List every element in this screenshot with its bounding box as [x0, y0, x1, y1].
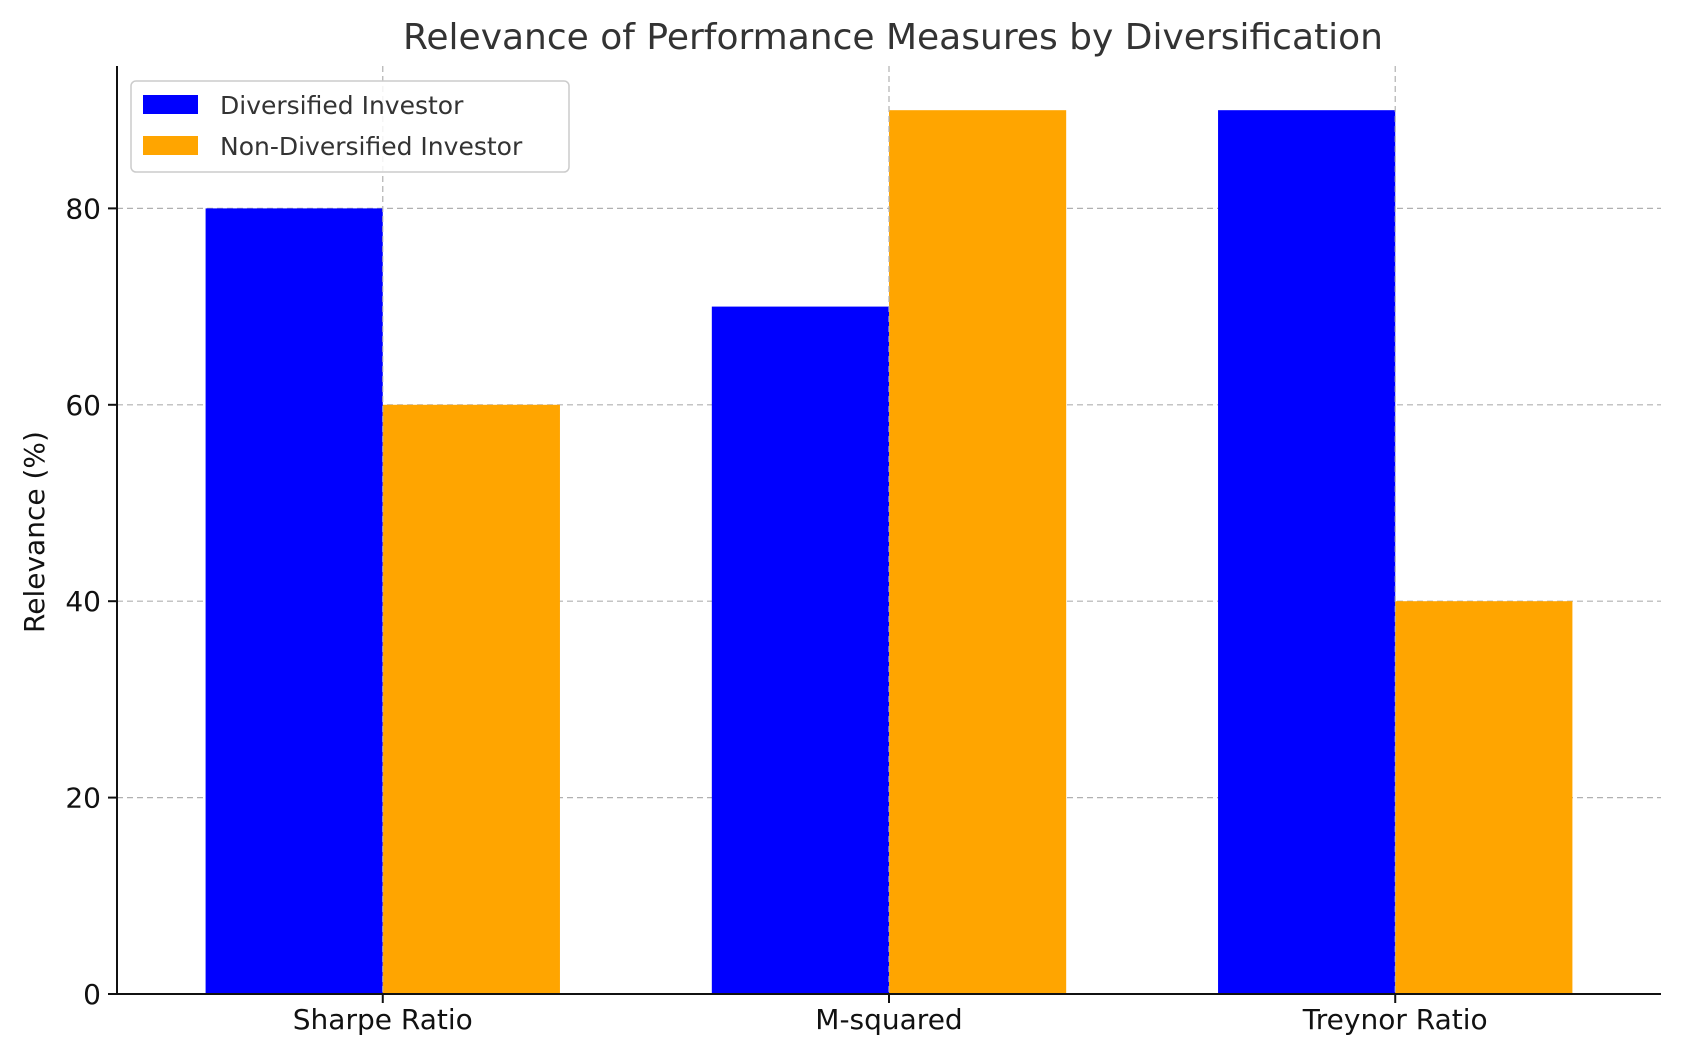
legend-label-diversified: Diversified Investor: [220, 91, 464, 120]
bar-diversified-2: [1218, 110, 1396, 994]
y-tick-label: 0: [83, 978, 101, 1011]
bars: [205, 110, 1573, 994]
x-ticks: Sharpe Ratio M-squared Treynor Ratio: [293, 994, 1488, 1036]
bar-non-diversified-0: [382, 404, 560, 994]
y-tick-label: 60: [65, 389, 101, 422]
legend-swatch-non-diversified: [143, 136, 198, 155]
x-tick-label: Treynor Ratio: [1302, 1003, 1488, 1036]
bar-diversified-0: [205, 208, 383, 994]
x-grid: [382, 66, 1396, 994]
bar-non-diversified-2: [1395, 601, 1573, 994]
bar-diversified-1: [711, 306, 889, 994]
chart-title: Relevance of Performance Measures by Div…: [403, 17, 1383, 58]
y-tick-label: 20: [65, 782, 101, 815]
y-tick-label: 80: [65, 192, 101, 225]
legend: Diversified Investor Non-Diversified Inv…: [130, 80, 570, 173]
legend-label-non-diversified: Non-Diversified Investor: [220, 132, 523, 161]
legend-frame: [130, 80, 570, 173]
x-tick-label: Sharpe Ratio: [293, 1003, 473, 1036]
y-axis-label: Relevance (%): [18, 431, 51, 633]
y-tick-label: 40: [65, 585, 101, 618]
legend-swatch-diversified: [143, 95, 198, 114]
x-tick-label: M-squared: [815, 1003, 962, 1036]
bar-non-diversified-1: [889, 110, 1067, 994]
y-ticks: 0 20 40 60 80: [65, 192, 117, 1011]
